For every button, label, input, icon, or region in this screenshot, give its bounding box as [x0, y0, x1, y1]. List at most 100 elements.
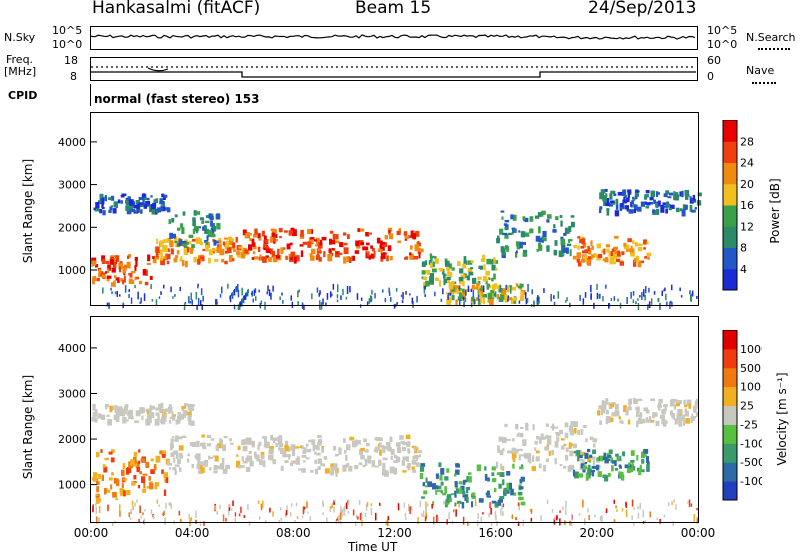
heatmap-cell [374, 437, 380, 441]
heatmap-cell [290, 251, 296, 258]
heatmap-cell [185, 261, 188, 268]
nave-bottom-label: 0 [707, 70, 714, 83]
heatmap-cell [668, 207, 673, 211]
heatmap-cell [486, 490, 490, 494]
y-tick-label: 4000 [58, 136, 86, 149]
heatmap-cell [161, 240, 164, 245]
heatmap-cell [422, 510, 425, 517]
heatmap-cell [278, 447, 281, 451]
heatmap-cell [420, 463, 426, 467]
heatmap-cell [459, 268, 464, 274]
heatmap-cell [279, 296, 281, 301]
heatmap-cell [232, 258, 235, 262]
heatmap-cell [259, 459, 263, 466]
heatmap-cell [405, 517, 407, 521]
heatmap-cell [614, 410, 620, 417]
heatmap-cell [241, 456, 244, 461]
heatmap-cell [434, 485, 439, 490]
heatmap-cell [587, 456, 591, 462]
heatmap-cell [168, 219, 171, 225]
heatmap-cell [608, 250, 611, 257]
heatmap-cell [481, 285, 483, 289]
heatmap-cell [452, 285, 458, 292]
heatmap-cell [494, 510, 497, 518]
heatmap-cell [519, 432, 524, 438]
heatmap-cell [263, 443, 268, 448]
heatmap-cell [330, 463, 335, 470]
heatmap-cell [637, 246, 643, 252]
heatmap-cell [455, 299, 458, 306]
heatmap-cell [401, 460, 405, 466]
heatmap-cell [485, 279, 488, 285]
heatmap-cell [447, 294, 449, 300]
heatmap-cell [122, 478, 127, 481]
heatmap-cell [257, 500, 260, 504]
heatmap-cell [695, 402, 699, 406]
heatmap-cell [130, 509, 132, 514]
heatmap-cell [414, 244, 419, 252]
heatmap-cell [610, 403, 615, 408]
heatmap-cell [171, 233, 176, 239]
heatmap-cell [413, 447, 416, 451]
heatmap-cell [158, 403, 163, 408]
heatmap-cell [340, 295, 342, 300]
heatmap-cell [425, 506, 427, 513]
heatmap-cell [626, 197, 630, 203]
heatmap-cell [694, 207, 697, 210]
heatmap-cell [409, 293, 411, 296]
heatmap-cell [305, 443, 309, 447]
heatmap-cell [96, 451, 100, 458]
heatmap-cell [471, 492, 476, 497]
heatmap-cell [311, 293, 313, 300]
heatmap-cell [404, 512, 407, 517]
heatmap-cell [505, 285, 510, 293]
heatmap-cell [464, 290, 467, 296]
heatmap-cell [594, 514, 596, 518]
heatmap-cell [489, 502, 491, 509]
heatmap-cell [617, 298, 619, 302]
heatmap-cell [607, 472, 611, 477]
heatmap-cell [538, 437, 542, 444]
heatmap-cell [560, 238, 565, 246]
heatmap-cell [482, 254, 485, 261]
nsearch-bottom-label: 10^0 [707, 38, 738, 51]
heatmap-cell [455, 488, 460, 494]
heatmap-cell [145, 201, 150, 205]
heatmap-cell [613, 296, 616, 301]
heatmap-cell [538, 226, 541, 234]
heatmap-cell [268, 454, 273, 460]
heatmap-cell [638, 469, 642, 475]
heatmap-cell [248, 233, 252, 236]
heatmap-cell [346, 286, 349, 294]
heatmap-cell [189, 301, 192, 304]
heatmap-cell [659, 302, 661, 310]
heatmap-cell [438, 462, 442, 468]
heatmap-cell [408, 235, 413, 239]
heatmap-cell [470, 260, 474, 263]
heatmap-cell [188, 513, 190, 519]
heatmap-cell [451, 281, 455, 285]
heatmap-cell [347, 462, 350, 466]
heatmap-cell [525, 424, 529, 431]
heatmap-cell [468, 260, 473, 265]
heatmap-cell [517, 491, 523, 496]
heatmap-cell [338, 447, 342, 455]
heatmap-cell [587, 245, 590, 252]
heatmap-cell [117, 280, 120, 283]
heatmap-cell [646, 241, 649, 245]
heatmap-cell [93, 207, 96, 210]
heatmap-cell [555, 432, 560, 435]
heatmap-cell [402, 446, 406, 452]
heatmap-cell [430, 255, 435, 259]
heatmap-cell [636, 420, 639, 428]
heatmap-cell [623, 405, 627, 412]
heatmap-cell [148, 475, 151, 481]
heatmap-cell [424, 516, 427, 522]
heatmap-cell [100, 449, 103, 453]
heatmap-cell [554, 426, 558, 429]
heatmap-cell [612, 252, 617, 259]
heatmap-cell [388, 233, 394, 240]
heatmap-cell [368, 298, 371, 304]
heatmap-cell [200, 288, 203, 296]
